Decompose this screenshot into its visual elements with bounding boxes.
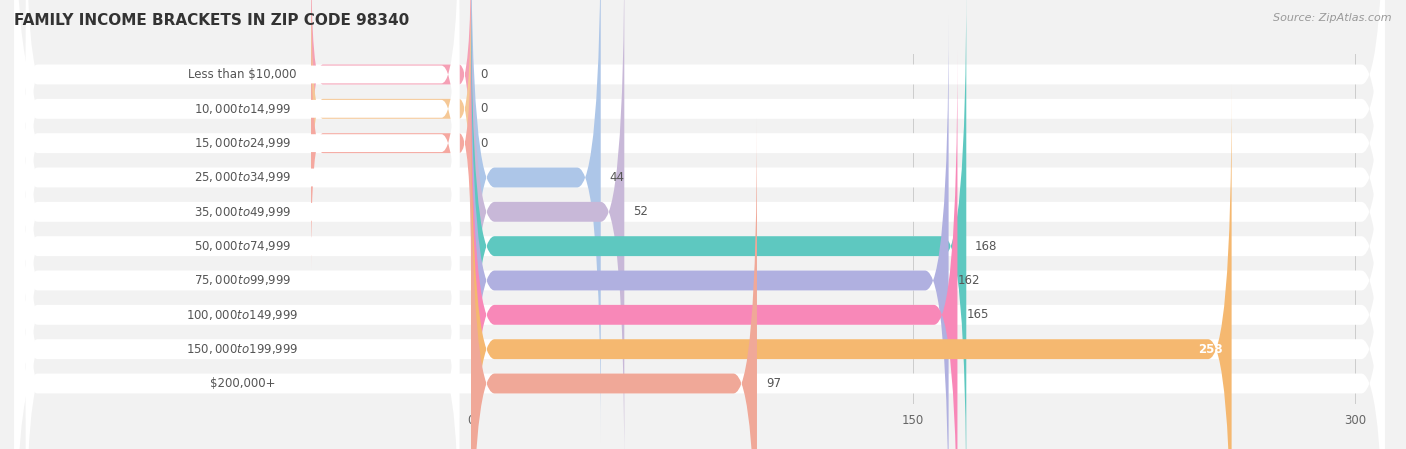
Text: 97: 97: [766, 377, 780, 390]
Text: 165: 165: [966, 308, 988, 321]
FancyBboxPatch shape: [14, 50, 1385, 449]
Text: 168: 168: [976, 240, 997, 253]
Text: $25,000 to $34,999: $25,000 to $34,999: [194, 171, 291, 185]
FancyBboxPatch shape: [14, 0, 1385, 442]
Text: $35,000 to $49,999: $35,000 to $49,999: [194, 205, 291, 219]
FancyBboxPatch shape: [14, 84, 1385, 449]
Text: 44: 44: [610, 171, 624, 184]
FancyBboxPatch shape: [14, 0, 1385, 449]
Text: 162: 162: [957, 274, 980, 287]
Text: 0: 0: [479, 68, 488, 81]
FancyBboxPatch shape: [14, 16, 1385, 449]
FancyBboxPatch shape: [25, 49, 460, 443]
FancyBboxPatch shape: [471, 16, 949, 449]
FancyBboxPatch shape: [25, 152, 460, 449]
Text: Source: ZipAtlas.com: Source: ZipAtlas.com: [1274, 13, 1392, 23]
Text: $150,000 to $199,999: $150,000 to $199,999: [187, 342, 298, 356]
Text: Less than $10,000: Less than $10,000: [188, 68, 297, 81]
FancyBboxPatch shape: [25, 118, 460, 449]
Text: $15,000 to $24,999: $15,000 to $24,999: [194, 136, 291, 150]
Text: $200,000+: $200,000+: [209, 377, 276, 390]
FancyBboxPatch shape: [471, 0, 966, 449]
FancyBboxPatch shape: [25, 0, 460, 306]
Text: 52: 52: [633, 205, 648, 218]
Text: 258: 258: [1198, 343, 1223, 356]
FancyBboxPatch shape: [25, 84, 460, 449]
FancyBboxPatch shape: [14, 0, 1385, 449]
FancyBboxPatch shape: [311, 16, 471, 271]
FancyBboxPatch shape: [25, 0, 460, 340]
FancyBboxPatch shape: [25, 0, 460, 374]
Text: $75,000 to $99,999: $75,000 to $99,999: [194, 273, 291, 287]
FancyBboxPatch shape: [471, 50, 957, 449]
FancyBboxPatch shape: [311, 0, 471, 202]
Text: $100,000 to $149,999: $100,000 to $149,999: [187, 308, 298, 322]
FancyBboxPatch shape: [311, 0, 471, 236]
FancyBboxPatch shape: [471, 0, 600, 442]
FancyBboxPatch shape: [471, 84, 1232, 449]
FancyBboxPatch shape: [471, 119, 756, 449]
Text: $50,000 to $74,999: $50,000 to $74,999: [194, 239, 291, 253]
FancyBboxPatch shape: [14, 0, 1385, 374]
Text: 0: 0: [479, 102, 488, 115]
Text: $10,000 to $14,999: $10,000 to $14,999: [194, 102, 291, 116]
FancyBboxPatch shape: [14, 0, 1385, 408]
FancyBboxPatch shape: [471, 0, 624, 449]
Text: 0: 0: [479, 136, 488, 150]
Text: FAMILY INCOME BRACKETS IN ZIP CODE 98340: FAMILY INCOME BRACKETS IN ZIP CODE 98340: [14, 13, 409, 28]
FancyBboxPatch shape: [25, 186, 460, 449]
FancyBboxPatch shape: [25, 15, 460, 409]
FancyBboxPatch shape: [14, 0, 1385, 339]
FancyBboxPatch shape: [25, 0, 460, 272]
FancyBboxPatch shape: [14, 119, 1385, 449]
